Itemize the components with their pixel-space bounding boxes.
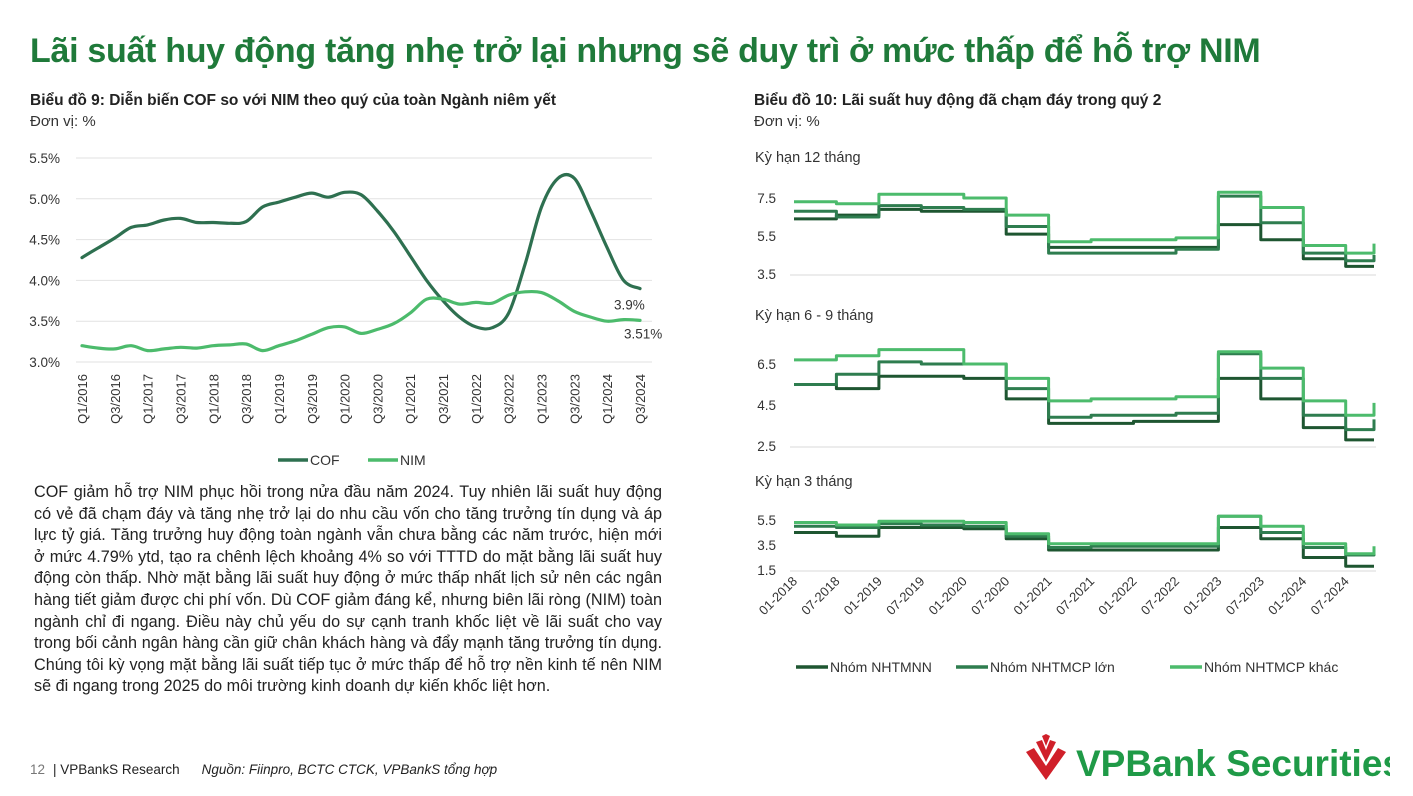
x-tick-label: 07-2021 <box>1053 574 1097 618</box>
x-tick-label: 01-2022 <box>1095 574 1139 618</box>
chart9-title: Biểu đồ 9: Diễn biến COF so với NIM theo… <box>30 92 557 109</box>
legend-label: COF <box>310 452 340 468</box>
series-line-nhtmnn <box>794 374 1374 442</box>
legend-label: Nhóm NHTMCP lớn <box>990 659 1115 675</box>
y-tick-label: 7.5 <box>757 191 776 206</box>
x-tick-label: Q1/2019 <box>272 374 287 424</box>
vpbank-mark-icon <box>1026 734 1066 780</box>
legend-label: Nhóm NHTMCP khác <box>1204 659 1338 675</box>
legend-label: Nhóm NHTMNN <box>830 659 932 675</box>
footer-source: Nguồn: Fiinpro, BCTC CTCK, VPBankS tổng … <box>201 762 498 777</box>
x-tick-label: Q1/2021 <box>403 374 418 424</box>
x-tick-label: Q1/2018 <box>206 374 221 424</box>
x-tick-label: 07-2018 <box>798 574 842 618</box>
x-tick-label: 01-2021 <box>1010 574 1054 618</box>
x-tick-label: 01-2019 <box>841 574 885 618</box>
page-title: Lãi suất huy động tăng nhẹ trở lại nhưng… <box>30 32 1261 70</box>
footer: 12 | VPBankS Research Nguồn: Fiinpro, BCTC… <box>30 762 497 777</box>
panel-title: Kỳ hạn 6 - 9 tháng <box>755 308 874 324</box>
y-tick-label: 4.5% <box>29 233 60 248</box>
series-line-nhtmcp-khac <box>794 348 1376 417</box>
y-tick-label: 1.5 <box>757 563 776 578</box>
y-tick-label: 3.0% <box>29 355 60 370</box>
x-tick-label: Q3/2018 <box>239 374 254 424</box>
data-label-nim: 3.51% <box>624 326 662 341</box>
x-tick-label: 07-2022 <box>1138 574 1182 618</box>
x-tick-label: 07-2023 <box>1223 574 1267 618</box>
x-tick-label: Q3/2019 <box>305 374 320 424</box>
data-label-cof: 3.9% <box>614 298 645 313</box>
panel-title: Kỳ hạn 12 tháng <box>755 150 861 166</box>
deposit-rate-chart: Kỳ hạn 12 tháng 3.5 5.5 7.5 Kỳ hạn 6 - 9 thá… <box>755 150 1376 675</box>
x-tick-label: 01-2020 <box>926 574 970 618</box>
logo-text: VPBank Securities <box>1076 743 1390 782</box>
x-tick-label: 07-2019 <box>883 574 927 618</box>
series-line-nhtmnn <box>794 207 1374 268</box>
chart10-title: Biểu đồ 10: Lãi suất huy động đã chạm đá… <box>754 92 1162 109</box>
y-tick-label: 2.5 <box>757 439 776 454</box>
x-tick-label: Q3/2023 <box>567 374 582 424</box>
commentary-paragraph: COF giảm hỗ trợ NIM phục hồi trong nửa đ… <box>34 483 662 696</box>
series-line-nhtmcp-khac <box>794 190 1376 255</box>
y-tick-label: 5.0% <box>29 192 60 207</box>
series-line-nhtmcp-lon <box>794 194 1376 263</box>
y-tick-label: 5.5 <box>757 229 776 244</box>
x-tick-label: Q1/2023 <box>535 374 550 424</box>
page-number: 12 <box>30 762 46 777</box>
x-tick-label: Q3/2020 <box>370 374 385 424</box>
panel-title: Kỳ hạn 3 tháng <box>755 474 853 490</box>
x-tick-label: Q1/2022 <box>469 374 484 424</box>
chart10-unit: Đơn vị: % <box>754 113 820 130</box>
series-line-nhtmcp-khac <box>794 514 1376 556</box>
series-line-nim <box>80 289 642 353</box>
y-tick-label: 6.5 <box>757 357 776 372</box>
x-tick-label: Q1/2024 <box>600 374 615 424</box>
y-tick-label: 5.5% <box>29 151 60 166</box>
y-tick-label: 3.5% <box>29 314 60 329</box>
y-tick-label: 4.5 <box>757 398 776 413</box>
y-tick-label: 4.0% <box>29 273 60 288</box>
chart9-unit: Đơn vị: % <box>30 113 96 130</box>
legend-label: NIM <box>400 452 426 468</box>
x-tick-label: Q3/2017 <box>173 374 188 424</box>
y-tick-label: 5.5 <box>757 513 776 528</box>
x-tick-label: Q1/2017 <box>141 374 156 424</box>
series-line-nhtmcp-lon <box>794 352 1376 432</box>
x-tick-label: 07-2020 <box>968 574 1012 618</box>
x-tick-label: Q3/2021 <box>436 374 451 424</box>
series-line-cof <box>80 172 642 331</box>
x-tick-label: 07-2024 <box>1307 574 1351 618</box>
cof-nim-chart: 3.0% 3.5% 4.0% 4.5% 5.0% 5.5% Q1/2016 Q3/2016 Q1… <box>29 151 662 468</box>
x-tick-label: Q3/2022 <box>502 374 517 424</box>
x-tick-label: Q1/2016 <box>75 374 90 424</box>
x-tick-label: Q1/2020 <box>338 374 353 424</box>
y-tick-label: 3.5 <box>757 267 776 282</box>
x-tick-label: Q3/2016 <box>108 374 123 424</box>
x-tick-label: Q3/2024 <box>633 374 648 424</box>
y-tick-label: 3.5 <box>757 538 776 553</box>
x-tick-label: 01-2018 <box>756 574 800 618</box>
x-tick-label: 01-2023 <box>1180 574 1224 618</box>
x-tick-label: 01-2024 <box>1265 574 1309 618</box>
vpbank-securities-logo: VPBank Securities <box>1026 734 1390 782</box>
footer-brand: | VPBankS Research <box>53 762 180 777</box>
